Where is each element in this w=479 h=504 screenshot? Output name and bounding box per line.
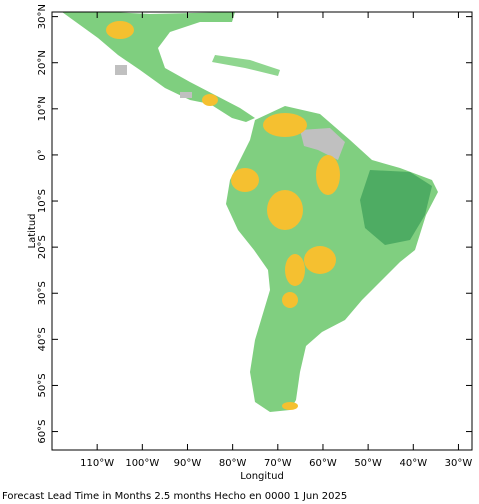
dry-areas — [106, 21, 340, 410]
dry-area — [285, 254, 305, 286]
footer: Forecast Lead Time in Months 2.5 months … — [2, 491, 347, 502]
x-tick-label: 80°W — [219, 458, 247, 469]
y-axis-label: Latitud — [27, 213, 38, 248]
x-tick-label: 110°W — [80, 458, 114, 469]
x-tick-label: 90°W — [174, 458, 202, 469]
dark-green — [360, 170, 432, 245]
cuba — [212, 55, 280, 76]
dry-area — [316, 155, 340, 195]
dry-area — [263, 113, 307, 137]
no-data-gray — [300, 128, 345, 160]
central-america — [62, 12, 255, 122]
land — [62, 12, 438, 412]
y-tick-label: 40°S — [37, 327, 48, 351]
dry-area — [304, 246, 336, 274]
dry-area — [282, 292, 298, 308]
x-tick-label: 100°W — [125, 458, 159, 469]
y-tick-label: 10°S — [37, 189, 48, 213]
dry-area — [282, 402, 298, 410]
dry-area — [231, 168, 259, 192]
y-tick-label: 30°N — [37, 4, 48, 29]
no-data-gray — [180, 92, 192, 98]
x-tick-label: 40°W — [399, 458, 427, 469]
y-tick-label: 20°N — [37, 50, 48, 75]
y-tick-label: 60°S — [37, 420, 48, 444]
y-tick-label: 20°S — [37, 235, 48, 259]
y-tick-label: 30°S — [37, 281, 48, 305]
y-tick-label: 0° — [37, 149, 48, 160]
y-tick-label: 50°S — [37, 373, 48, 397]
dry-area — [202, 94, 218, 106]
dry-area — [267, 190, 303, 230]
x-tick-label: 70°W — [264, 458, 292, 469]
x-tick-label: 60°W — [309, 458, 337, 469]
no-data-gray — [115, 65, 127, 75]
y-tick-label: 10°N — [37, 96, 48, 121]
x-tick-label: 50°W — [354, 458, 382, 469]
dry-area — [106, 21, 134, 39]
frame — [51, 11, 473, 451]
x-tick-label: 30°W — [445, 458, 473, 469]
x-axis-label: Longitud — [240, 471, 284, 482]
